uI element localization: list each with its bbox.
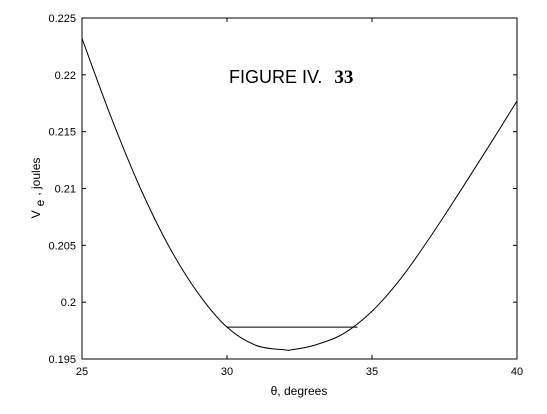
x-tick-label: 25 bbox=[76, 366, 88, 378]
y-tick-label: 0.215 bbox=[48, 127, 76, 139]
axis-ticks bbox=[81, 17, 518, 360]
y-tick-label: 0.22 bbox=[55, 70, 76, 82]
y-tick-label: 0.2 bbox=[61, 297, 76, 309]
chart-title-main: FIGURE IV. bbox=[229, 67, 322, 87]
chart-title: FIGURE IV. 33 bbox=[229, 67, 353, 88]
y-tick-label: 0.225 bbox=[48, 13, 76, 25]
y-tick-label: 0.195 bbox=[48, 354, 76, 366]
y-axis-label: V e , joules bbox=[27, 158, 48, 219]
y-tick-label: 0.205 bbox=[48, 240, 76, 252]
y-axis-label-main: V bbox=[29, 210, 43, 218]
energy-curve bbox=[81, 38, 518, 351]
axis-tick-labels: 25 30 35 40 0.195 0.2 0.205 0.21 0.215 0.22 0.225 bbox=[48, 13, 523, 378]
y-tick-label: 0.21 bbox=[55, 184, 76, 196]
x-tick-label: 35 bbox=[366, 366, 378, 378]
y-axis-label-subscript: e bbox=[33, 199, 47, 206]
x-axis-label: θ, degrees bbox=[271, 384, 328, 398]
x-tick-label: 40 bbox=[511, 366, 523, 378]
chart-title-number: 33 bbox=[334, 67, 353, 88]
y-axis-label-unit: , joules bbox=[29, 158, 43, 196]
x-tick-label: 30 bbox=[221, 366, 233, 378]
